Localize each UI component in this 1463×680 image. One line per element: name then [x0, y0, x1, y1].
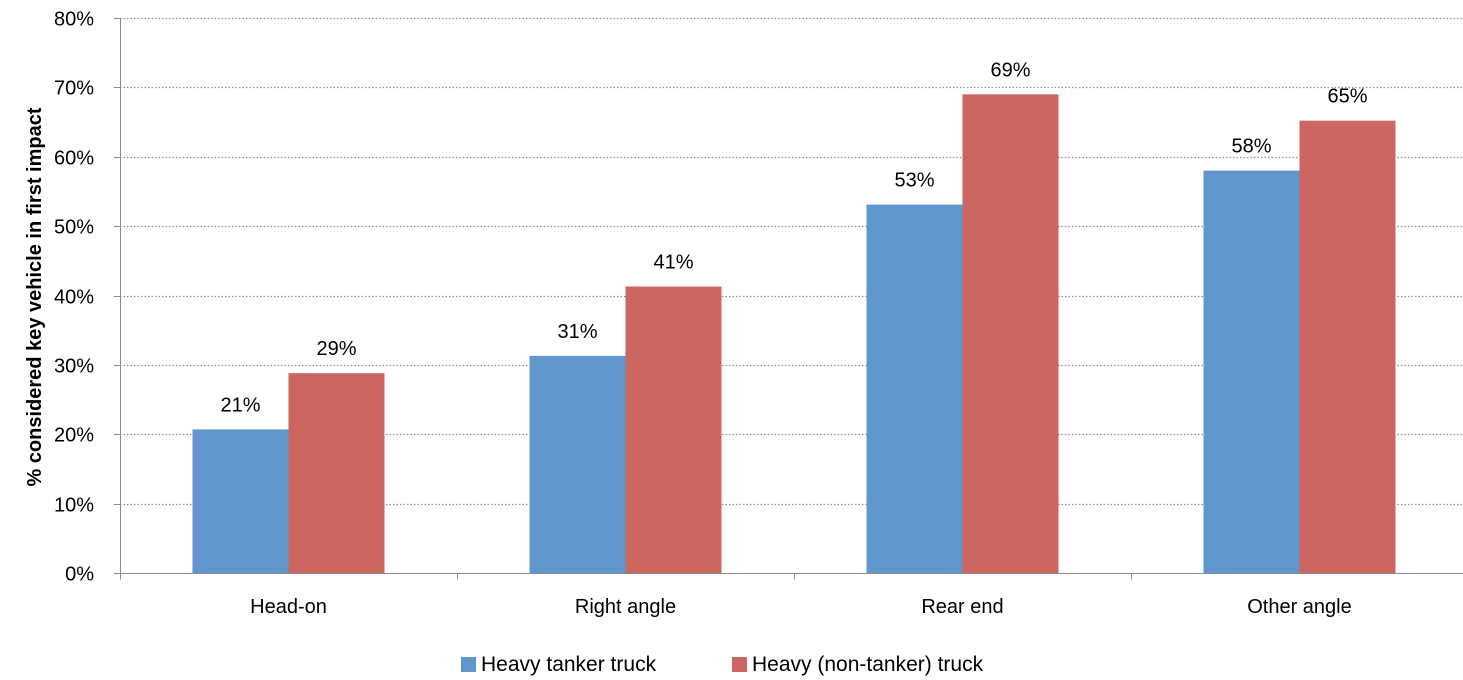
x-tick-label: Other angle [1247, 596, 1352, 618]
y-tick-label: 50% [54, 217, 94, 239]
y-tick-label: 40% [54, 287, 94, 309]
bars [192, 94, 1396, 574]
legend-swatch [461, 657, 476, 672]
data-label: 29% [316, 338, 356, 360]
bar [192, 429, 289, 573]
y-tick-label: 30% [54, 356, 94, 378]
bar [1203, 170, 1300, 573]
bar [962, 94, 1059, 573]
y-tick-label: 70% [54, 78, 94, 100]
data-label: 53% [894, 170, 934, 192]
data-label: 69% [990, 59, 1030, 81]
x-tick-label: Right angle [575, 596, 676, 618]
data-label: 65% [1327, 86, 1367, 108]
y-tick-label: 80% [54, 9, 94, 31]
legend-label: Heavy tanker truck [481, 653, 657, 676]
y-tick-labels: 0% 10% 20% 30% 40% 50% 60% 70% 80% [54, 9, 94, 586]
x-tick-label: Head-on [250, 596, 327, 618]
data-label: 58% [1231, 136, 1271, 158]
y-tick-label: 20% [54, 425, 94, 447]
legend: Heavy tanker truck Heavy (non-tanker) tru… [461, 653, 984, 676]
bar [529, 355, 626, 573]
bar [1299, 120, 1396, 574]
y-tick-label: 0% [65, 564, 94, 586]
y-axis-label: % considered key vehicle in first impact [24, 107, 46, 486]
x-tick-labels: Head-on Right angle Rear end Other angle [250, 596, 1352, 618]
bar [288, 373, 385, 573]
y-tick-label: 10% [54, 495, 94, 517]
data-label: 41% [653, 251, 693, 273]
data-labels: 21% 29% 31% 41% 53% 69% 58% 65% [220, 59, 1367, 416]
y-tick-label: 60% [54, 148, 94, 170]
bar [625, 286, 722, 573]
legend-label: Heavy (non-tanker) truck [752, 653, 984, 676]
data-label: 21% [220, 394, 260, 416]
x-tick-label: Rear end [921, 596, 1003, 618]
data-label: 31% [557, 321, 597, 343]
axes [114, 18, 1463, 580]
bar [866, 204, 963, 573]
legend-swatch [732, 657, 747, 672]
